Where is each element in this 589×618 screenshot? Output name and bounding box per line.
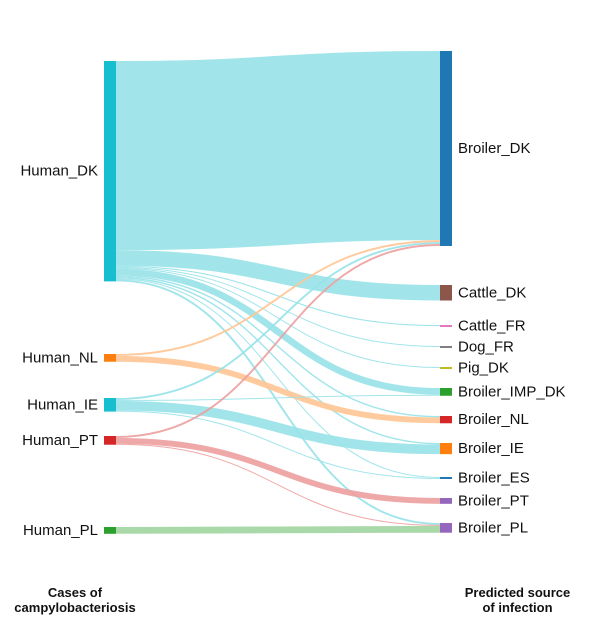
link-human-dk-to-broiler-nl	[115, 275, 441, 418]
link-human-ie-to-broiler-imp-dk	[115, 394, 441, 401]
node-dog-fr	[440, 346, 452, 348]
link-human-pt-to-broiler-pl	[115, 443, 441, 526]
label-human-ie: Human_IE	[27, 396, 98, 413]
link-human-nl-to-broiler-dk	[115, 240, 441, 356]
label-pig-dk: Pig_DK	[458, 360, 509, 377]
node-broiler-ie	[440, 443, 452, 455]
link-human-dk-to-broiler-pl	[115, 279, 441, 525]
label-human-nl: Human_NL	[22, 349, 98, 366]
target-caption-line2: of infection	[482, 600, 553, 615]
node-human-pt	[104, 436, 116, 445]
node-human-nl	[104, 354, 116, 362]
link-human-dk-to-dog-fr	[115, 266, 441, 347]
label-human-dk: Human_DK	[20, 163, 98, 180]
sankey-labels: Human_DK Human_NL Human_IE Human_PT Human_PL…	[20, 140, 565, 539]
link-human-dk-to-broiler-es	[115, 278, 441, 478]
link-human-dk-to-broiler-imp-dk	[115, 268, 441, 395]
label-human-pt: Human_PT	[22, 432, 98, 449]
node-cattle-dk	[440, 285, 452, 301]
node-broiler-pl	[440, 523, 452, 533]
target-caption-line1: Predicted source	[464, 585, 571, 600]
link-human-pt-to-broiler-pt	[115, 437, 441, 504]
label-broiler-dk: Broiler_DK	[458, 140, 531, 157]
sankey-links	[115, 51, 441, 534]
sankey-nodes	[104, 51, 452, 534]
link-human-dk-to-cattle-dk	[115, 250, 441, 301]
target-axis-caption: Predicted source of infection	[450, 585, 585, 615]
link-human-dk-to-cattle-fr	[115, 265, 441, 327]
source-caption-line2: campylobacteriosis	[14, 600, 136, 615]
label-broiler-es: Broiler_ES	[458, 470, 530, 487]
node-broiler-nl	[440, 416, 452, 424]
label-cattle-dk: Cattle_DK	[458, 284, 526, 301]
node-broiler-dk	[440, 51, 452, 246]
link-human-pl-to-broiler-pl	[115, 525, 441, 534]
node-broiler-es	[440, 477, 452, 479]
node-human-dk	[104, 61, 116, 282]
node-human-pl	[104, 527, 116, 534]
label-cattle-fr: Cattle_FR	[458, 318, 526, 335]
label-broiler-imp-dk: Broiler_IMP_DK	[458, 383, 566, 400]
link-human-dk-to-broiler-ie	[115, 277, 441, 445]
label-human-pl: Human_PL	[23, 522, 98, 539]
source-axis-caption: Cases of campylobacteriosis	[0, 585, 150, 615]
label-dog-fr: Dog_FR	[458, 339, 514, 356]
source-caption-line1: Cases of	[47, 585, 103, 600]
node-cattle-fr	[440, 325, 452, 327]
link-human-dk-to-pig-dk	[115, 267, 441, 368]
link-human-pt-to-broiler-dk	[115, 244, 441, 438]
link-human-nl-to-broiler-nl	[115, 355, 441, 424]
node-broiler-imp-dk	[440, 388, 452, 396]
label-broiler-pt: Broiler_PT	[458, 492, 529, 509]
link-human-ie-to-broiler-ie	[115, 400, 441, 455]
node-broiler-pt	[440, 498, 452, 504]
link-human-dk-to-broiler-dk	[115, 51, 441, 251]
label-broiler-pl: Broiler_PL	[458, 519, 528, 536]
label-broiler-ie: Broiler_IE	[458, 440, 524, 457]
label-broiler-nl: Broiler_NL	[458, 411, 529, 428]
node-pig-dk	[440, 367, 452, 369]
link-human-ie-to-broiler-dk	[115, 242, 441, 400]
node-human-ie	[104, 398, 116, 412]
link-human-ie-to-broiler-es	[115, 410, 441, 479]
